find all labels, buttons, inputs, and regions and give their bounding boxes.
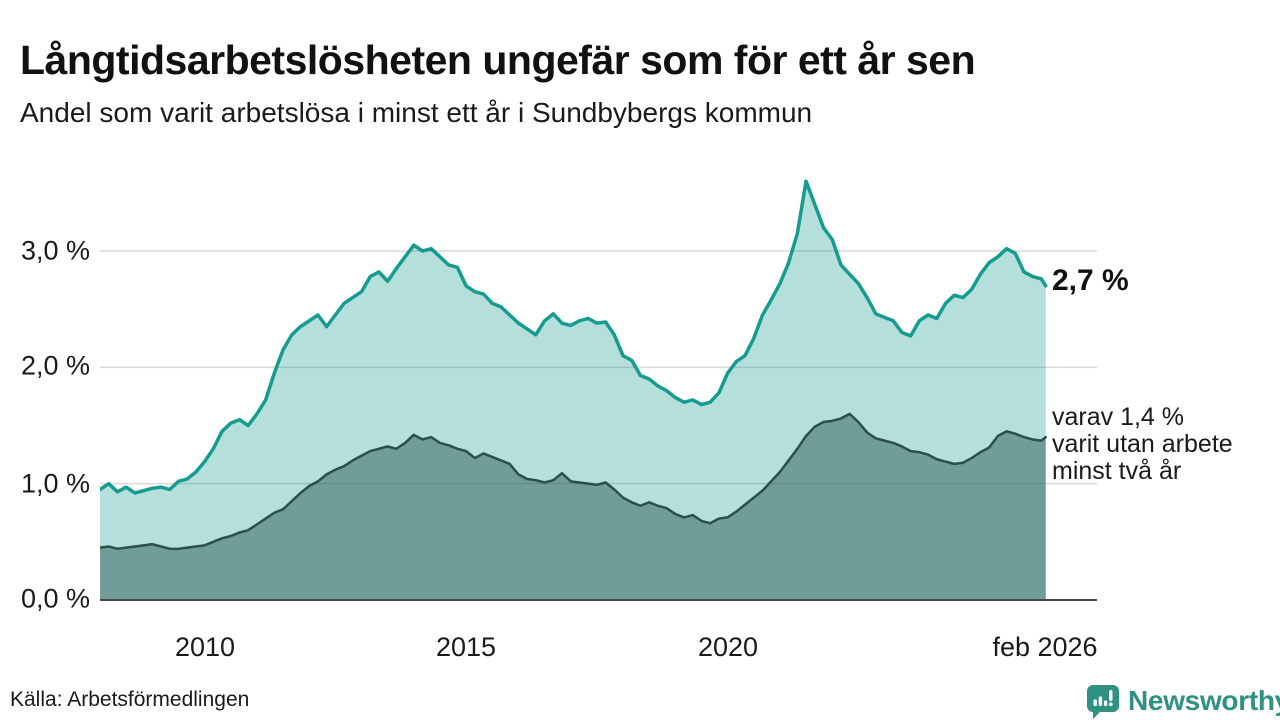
y-tick-0: 0,0 %	[20, 583, 90, 614]
y-tick-1: 1,0 %	[20, 468, 90, 499]
newsworthy-logo: Newsworthy	[1085, 683, 1280, 719]
chart-subtitle: Andel som varit arbetslösa i minst ett å…	[20, 97, 813, 128]
x-tick-feb-2026: feb 2026	[992, 632, 1098, 662]
y-tick-3: 3,0 %	[20, 235, 90, 266]
x-tick-2020: 2020	[697, 632, 759, 662]
newsworthy-logo-icon	[1087, 685, 1119, 719]
y-tick-2: 2,0 %	[20, 350, 90, 381]
area-chart-canvas	[98, 179, 1097, 601]
latest-value-label: 2,7 %	[1052, 264, 1129, 297]
x-tick-2010: 2010	[174, 632, 236, 662]
chart-plot-area	[98, 150, 1100, 606]
source-caption: Källa: Arbetsförmedlingen	[10, 688, 250, 711]
x-tick-2015: 2015	[435, 632, 497, 662]
secondary-value-label: varav 1,4 % varit utan arbete minst två …	[1052, 403, 1233, 485]
page-title: Långtidsarbetslösheten ungefär som för e…	[20, 37, 976, 84]
newsworthy-logo-text: Newsworthy	[1128, 685, 1280, 716]
